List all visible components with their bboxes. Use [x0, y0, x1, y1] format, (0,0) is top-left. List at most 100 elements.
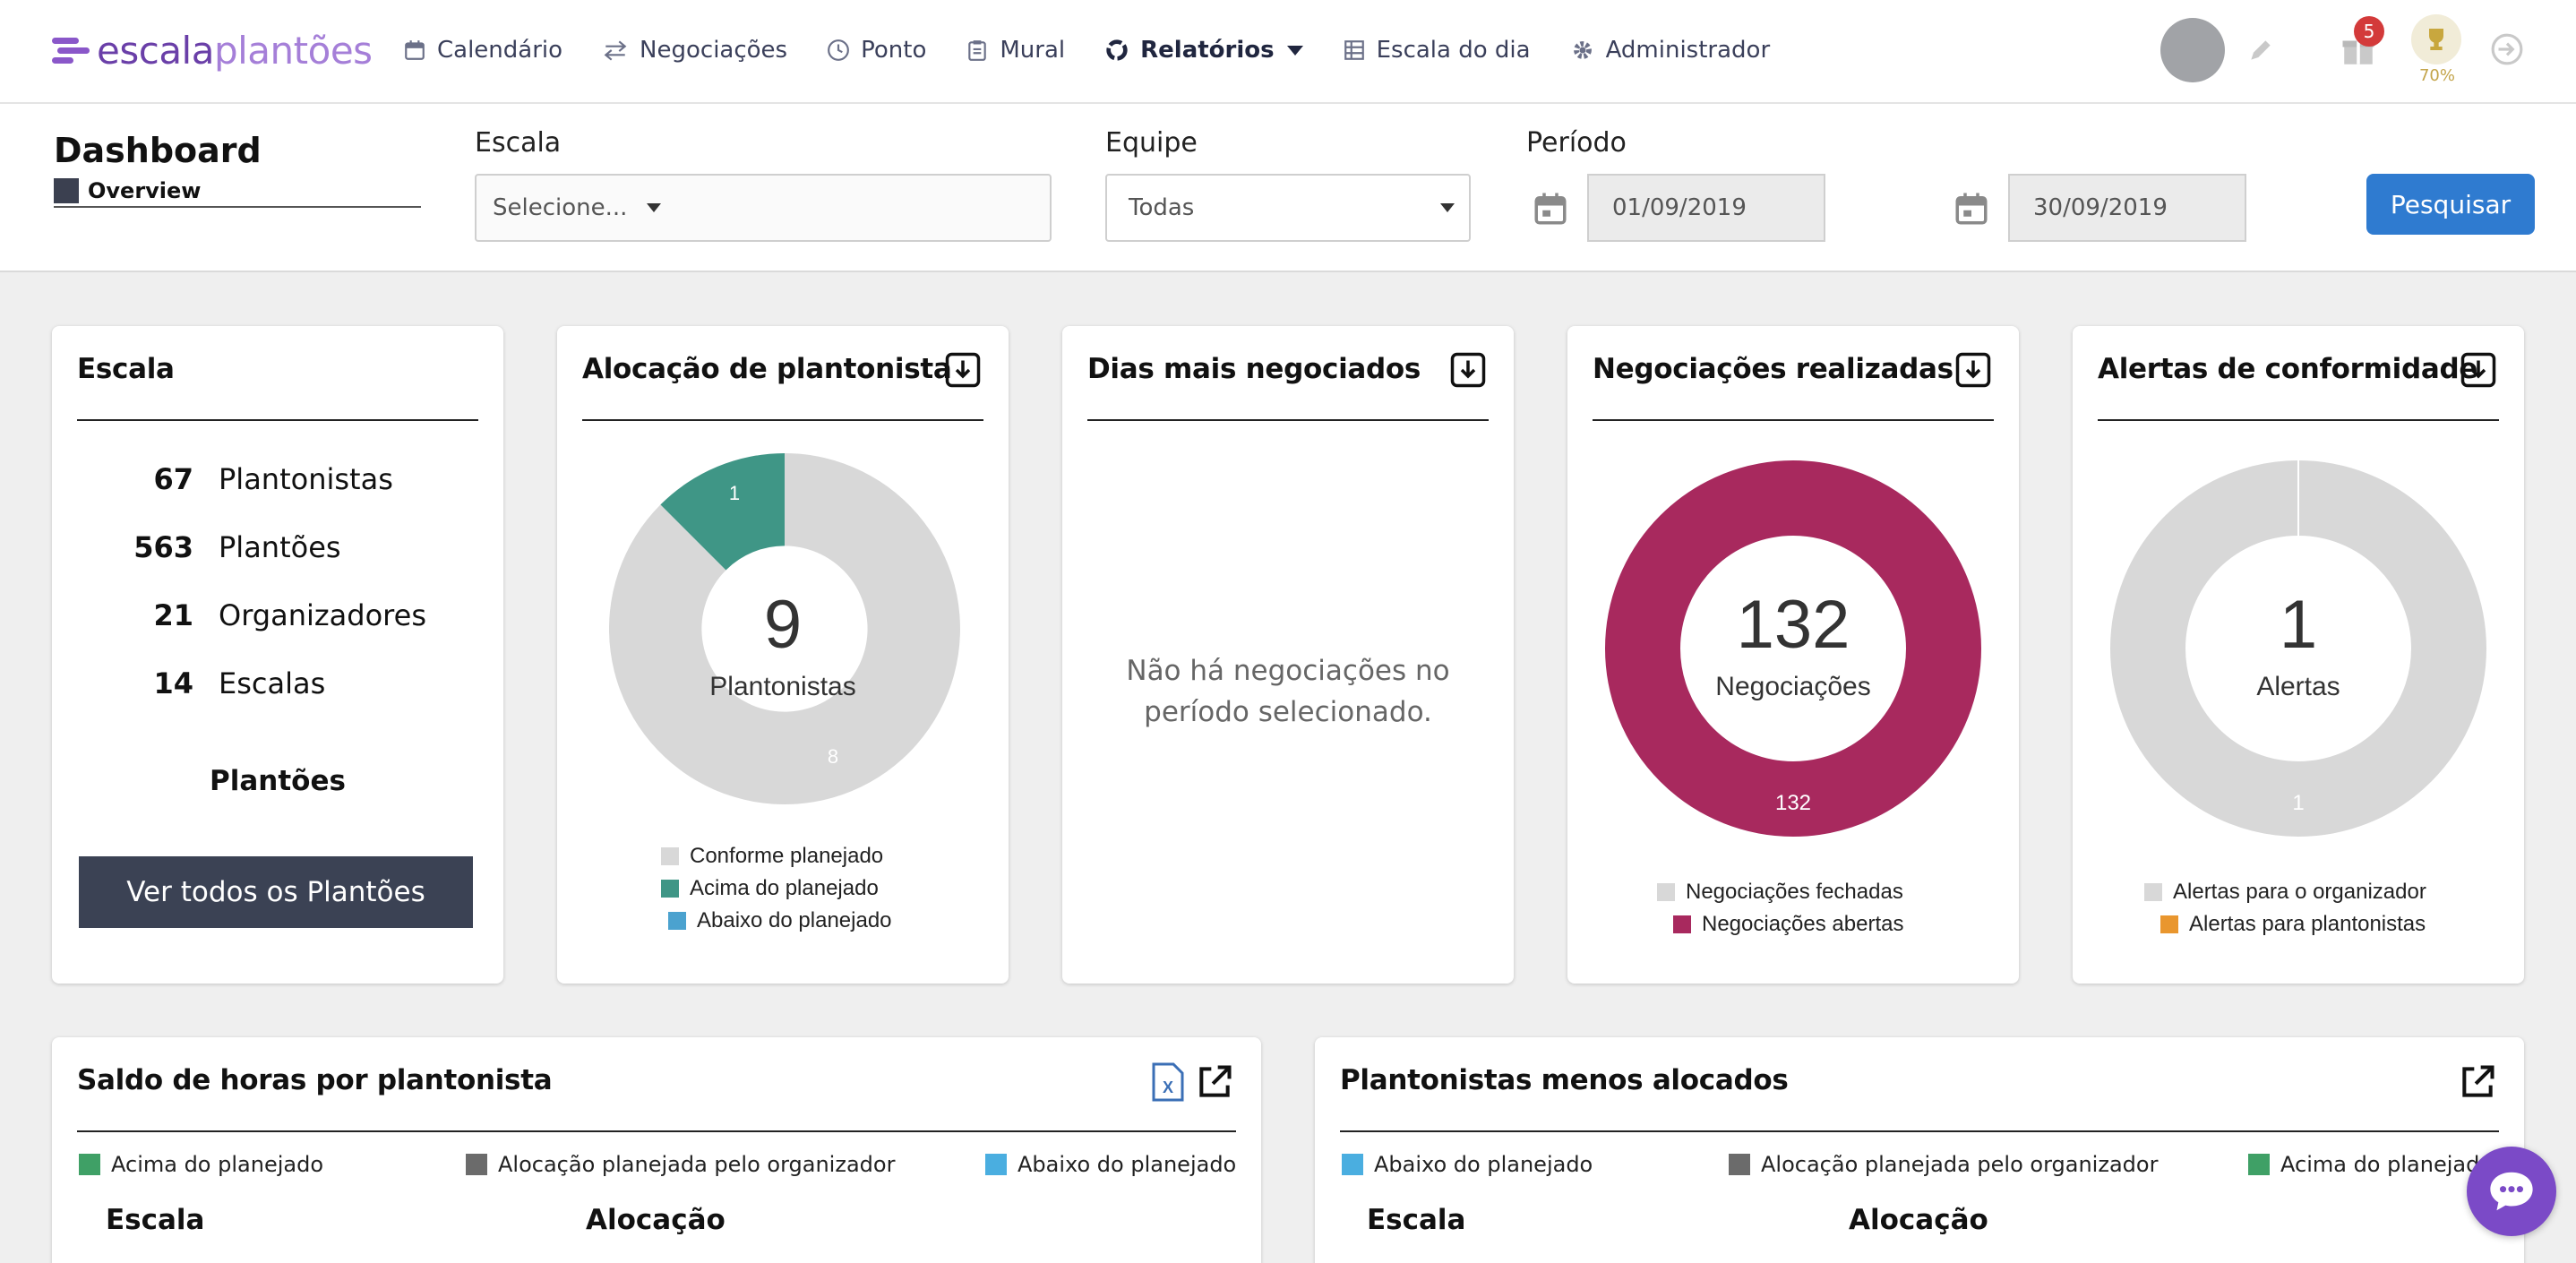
- avatar[interactable]: [2160, 18, 2225, 82]
- nav-label: Negociações: [640, 37, 788, 64]
- divider: [77, 1130, 1236, 1132]
- stat-value: 67: [153, 462, 193, 496]
- nav-item-relatorios[interactable]: Relatórios: [1104, 37, 1303, 64]
- stat-plantonistas: 67 Plantonistas: [77, 462, 453, 496]
- legend-label: Acima do planejado: [690, 876, 879, 900]
- app-logo[interactable]: escalaplantões: [52, 23, 373, 77]
- legend-item[interactable]: Alertas para o organizador: [2144, 876, 2426, 908]
- legend-item[interactable]: Abaixo do planejado: [985, 1152, 1236, 1177]
- open-external-icon[interactable]: [2458, 1062, 2497, 1102]
- download-icon[interactable]: [1954, 351, 1992, 389]
- donut-slice-acima: [660, 453, 785, 571]
- trophy-icon[interactable]: [2411, 14, 2461, 64]
- stat-value: 14: [153, 666, 193, 700]
- chevron-down-icon: [647, 203, 662, 212]
- legend-label: Abaixo do planejado: [1374, 1152, 1593, 1177]
- nav-item-ponto[interactable]: Ponto: [827, 37, 926, 64]
- legend-item[interactable]: Acima do planejado: [661, 872, 892, 905]
- chevron-down-icon: [1440, 203, 1455, 212]
- calendar-icon[interactable]: [1953, 190, 1990, 228]
- date-to-input[interactable]: 30/09/2019: [2008, 174, 2246, 242]
- divider: [1593, 419, 1994, 421]
- legend-item[interactable]: Alocação planejada pelo organizador: [466, 1152, 895, 1177]
- nav-item-calendario[interactable]: Calendário: [403, 37, 562, 64]
- logo-text-escala: escala: [97, 28, 214, 73]
- donut-center-value: 132: [1736, 587, 1850, 663]
- overview-square-icon: [54, 178, 79, 203]
- legend-label: Acima do planejado: [2280, 1152, 2493, 1177]
- legend-item[interactable]: Acima do planejado: [2248, 1152, 2493, 1177]
- column-header-escala[interactable]: Escala: [106, 1204, 205, 1236]
- legend-swatch: [1342, 1154, 1363, 1175]
- clock-icon: [828, 39, 850, 61]
- stat-value: 563: [133, 530, 193, 564]
- search-button[interactable]: Pesquisar: [2366, 174, 2535, 235]
- chart-legend: Alertas para o organizador Alertas para …: [2144, 876, 2426, 941]
- legend-swatch: [1729, 1154, 1750, 1175]
- nav-item-negociacoes[interactable]: Negociações: [602, 37, 787, 64]
- divider: [582, 419, 983, 421]
- legend-item[interactable]: Alertas para plantonistas: [2160, 908, 2426, 941]
- download-icon[interactable]: [2460, 351, 2497, 389]
- swap-icon: [604, 40, 627, 61]
- calendar-icon: [405, 40, 425, 60]
- periodo-filter-label: Período: [1526, 127, 1627, 159]
- nav-item-escala-do-dia[interactable]: Escala do dia: [1343, 37, 1531, 64]
- legend-swatch: [1657, 883, 1675, 901]
- escala-card: Escala 67 Plantonistas 563 Plantões 21 Orga…: [52, 326, 503, 984]
- stat-escalas: 14 Escalas: [77, 666, 453, 700]
- divider: [2098, 419, 2499, 421]
- legend-label: Alertas para plantonistas: [2189, 912, 2426, 936]
- donut-center-label: Plantonistas: [709, 672, 856, 701]
- column-header-escala[interactable]: Escala: [1367, 1204, 1466, 1236]
- stat-organizadores: 21 Organizadores: [77, 598, 453, 632]
- stat-label: Plantões: [219, 530, 341, 564]
- escala-select[interactable]: Selecione...: [475, 174, 1052, 242]
- open-external-icon[interactable]: [1195, 1062, 1234, 1102]
- slice-value-label: 132: [1775, 791, 1811, 815]
- legend-item[interactable]: Conforme planejado: [661, 840, 892, 872]
- legend-label: Negociações abertas: [1702, 912, 1904, 936]
- legend-swatch: [2144, 883, 2162, 901]
- nav-item-administrador[interactable]: Administrador: [1570, 37, 1770, 64]
- donut-center-label: Alertas: [2256, 672, 2340, 701]
- logout-icon[interactable]: [2490, 32, 2524, 66]
- legend-item[interactable]: Negociações fechadas: [1657, 876, 1903, 908]
- legend-label: Conforme planejado: [690, 844, 884, 868]
- nav-item-mural[interactable]: Mural: [966, 37, 1065, 64]
- gift-icon[interactable]: [2340, 30, 2377, 70]
- legend-label: Abaixo do planejado: [697, 908, 892, 932]
- legend-label: Abaixo do planejado: [1018, 1152, 1237, 1177]
- card-title: Negociações realizadas: [1593, 353, 1953, 385]
- pencil-icon[interactable]: [2246, 36, 2275, 64]
- calendar-icon[interactable]: [1532, 190, 1569, 228]
- column-header-alocacao[interactable]: Alocação: [1849, 1204, 1988, 1236]
- date-from-input[interactable]: 01/09/2019: [1587, 174, 1825, 242]
- stat-label: Escalas: [219, 666, 326, 700]
- legend-item[interactable]: Negociações abertas: [1673, 908, 1903, 941]
- legend-item[interactable]: Alocação planejada pelo organizador: [1729, 1152, 2158, 1177]
- legend-item[interactable]: Acima do planejado: [79, 1152, 323, 1177]
- plantoes-link[interactable]: Plantões: [210, 765, 346, 797]
- chat-button[interactable]: [2467, 1147, 2556, 1236]
- legend-item[interactable]: Abaixo do planejado: [1342, 1152, 1593, 1177]
- download-icon[interactable]: [1449, 351, 1487, 389]
- equipe-select[interactable]: Todas: [1105, 174, 1471, 242]
- download-icon[interactable]: [944, 351, 982, 389]
- donut-slice-conforme: [609, 453, 960, 804]
- column-header-alocacao[interactable]: Alocação: [586, 1204, 726, 1236]
- legend-item[interactable]: Abaixo do planejado: [668, 905, 892, 937]
- tab-overview-label: Overview: [88, 178, 202, 203]
- donut-center-value: 1: [2279, 587, 2318, 663]
- nav-label: Calendário: [437, 37, 563, 64]
- tab-overview[interactable]: Overview: [54, 176, 421, 208]
- view-all-plantoes-button[interactable]: Ver todos os Plantões: [79, 856, 473, 928]
- chart-legend: Negociações fechadas Negociações abertas: [1657, 876, 1903, 941]
- donut-slice-abertas: [1605, 460, 1981, 837]
- divider: [1340, 1130, 2499, 1132]
- slice-value-label: 1: [2292, 791, 2304, 815]
- clipboard-icon: [968, 40, 987, 61]
- excel-export-icon[interactable]: X: [1150, 1062, 1186, 1102]
- slice-value-label: 1: [729, 482, 740, 504]
- legend-swatch: [661, 847, 679, 865]
